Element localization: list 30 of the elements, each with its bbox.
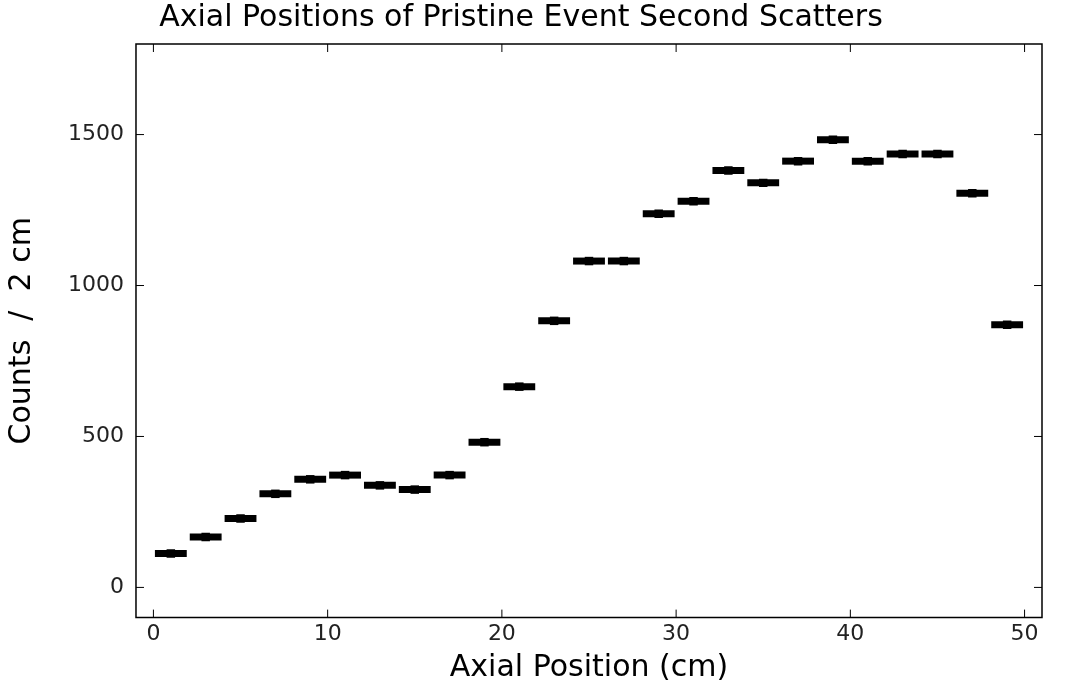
y-tick-label: 1000: [67, 271, 124, 297]
point: [410, 485, 419, 494]
x-tick-label: 30: [662, 619, 691, 645]
y-tick-label: 500: [81, 422, 124, 448]
point: [271, 489, 280, 499]
point: [236, 514, 245, 523]
x-tick-label: 50: [1010, 619, 1039, 645]
x-axis-title: Axial Position (cm): [449, 647, 729, 683]
point: [305, 475, 315, 484]
y-axis-title: Counts / 2 cm: [1, 217, 37, 445]
point: [898, 149, 907, 159]
point: [166, 549, 176, 558]
point: [375, 481, 385, 490]
point: [724, 166, 733, 175]
x-tick-label: 10: [313, 619, 342, 645]
x-tick-label: 40: [836, 619, 865, 645]
point: [828, 135, 838, 144]
y-tick-label: 0: [109, 573, 124, 599]
point: [445, 470, 454, 480]
point: [968, 188, 977, 198]
point: [654, 209, 663, 218]
point: [480, 437, 489, 447]
x-tick-label: 20: [487, 619, 516, 645]
point: [515, 382, 524, 391]
point: [689, 197, 698, 206]
x-tick-label: 0: [146, 619, 161, 645]
chart-title: Axial Positions of Pristine Event Second Scatters: [159, 0, 883, 33]
point: [933, 149, 942, 159]
point: [201, 532, 210, 542]
y-tick-label: 1500: [67, 120, 124, 146]
